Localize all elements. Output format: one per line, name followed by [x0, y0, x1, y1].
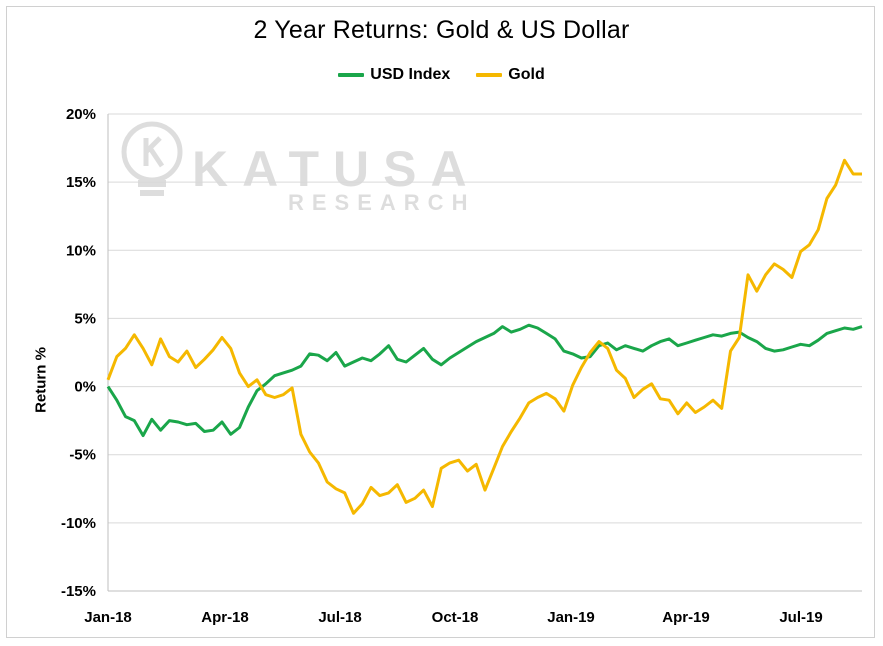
y-tick-label: 10% [66, 242, 96, 259]
y-tick-label: -15% [61, 583, 96, 600]
series-lines [106, 158, 863, 515]
x-tick-label: Oct-18 [432, 609, 479, 626]
x-tick-labels: Jan-18 Apr-18 Jul-18 Oct-18 Jan-19 Apr-19 Jul-… [84, 609, 822, 626]
x-tick-label: Jul-18 [318, 609, 361, 626]
chart-frame [6, 6, 875, 638]
legend-swatch-usd [338, 73, 365, 77]
y-tick-labels: 20% 15% 10% 5% 0% -5% -10% -15% [61, 106, 96, 600]
legend-item-usd: USD Index [338, 66, 450, 84]
gridlines [108, 113, 862, 524]
y-tick-label: 0% [74, 379, 96, 396]
y-tick-label: 20% [66, 106, 96, 123]
legend-item-gold: Gold [476, 66, 545, 84]
y-tick-label: -10% [61, 515, 96, 532]
y-tick-label: 15% [66, 174, 96, 191]
y-tick-label: -5% [69, 447, 96, 464]
legend: USD Index Gold [0, 66, 883, 84]
y-tick-label: 5% [74, 310, 96, 327]
x-tick-label: Jan-19 [547, 609, 595, 626]
x-tick-label: Apr-18 [201, 609, 249, 626]
legend-label-usd: USD Index [370, 66, 451, 83]
x-tick-label: Apr-19 [662, 609, 710, 626]
axes [107, 114, 862, 592]
x-tick-label: Jan-18 [84, 609, 132, 626]
legend-label-gold: Gold [508, 66, 545, 83]
x-tick-label: Jul-19 [779, 609, 822, 626]
series-line-usd-index [106, 323, 863, 438]
chart-title: 2 Year Returns: Gold & US Dollar [253, 16, 630, 44]
series-line-gold [106, 158, 862, 515]
legend-swatch-gold [476, 73, 503, 77]
